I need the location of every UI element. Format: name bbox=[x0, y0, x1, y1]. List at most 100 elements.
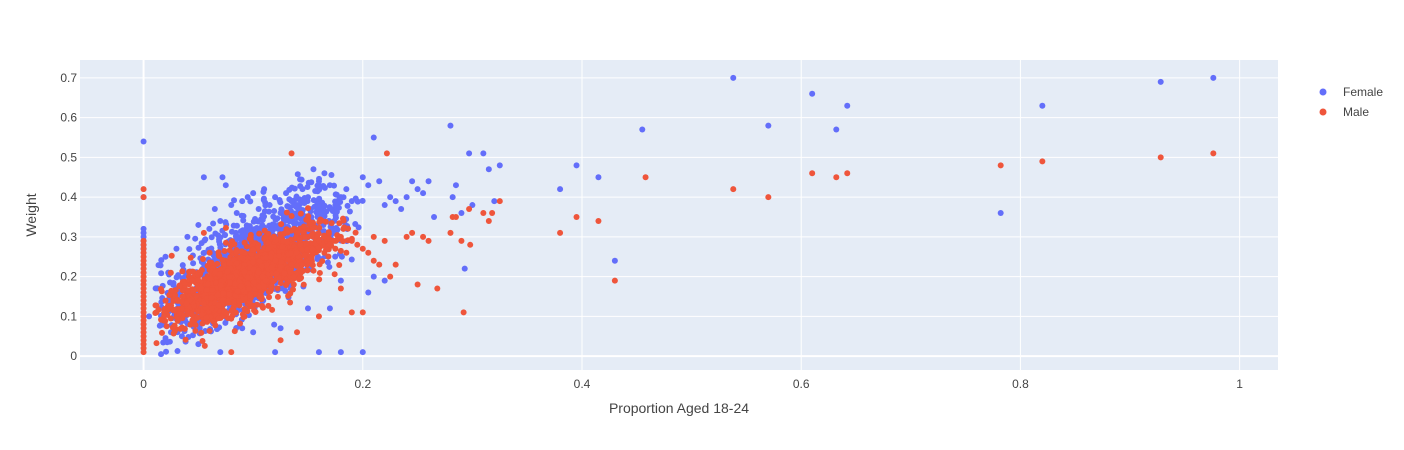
data-point-female bbox=[260, 197, 267, 204]
data-point-female bbox=[163, 348, 170, 355]
data-point-female bbox=[269, 221, 276, 228]
data-point-male bbox=[230, 308, 237, 315]
data-point-male bbox=[238, 248, 245, 255]
x-tick-label: 1 bbox=[1236, 377, 1243, 391]
data-point-male bbox=[301, 252, 308, 259]
data-point-male bbox=[208, 294, 215, 301]
data-point-female bbox=[381, 202, 388, 209]
data-point-female bbox=[466, 150, 473, 157]
data-point-male bbox=[200, 300, 207, 307]
data-point-female bbox=[332, 212, 339, 219]
data-point-female bbox=[409, 178, 416, 185]
data-point-male bbox=[277, 280, 284, 287]
y-tick-label: 0 bbox=[70, 349, 77, 363]
data-point-male bbox=[199, 320, 206, 327]
data-point-female bbox=[730, 74, 737, 81]
data-point-male bbox=[265, 302, 272, 309]
data-point-male bbox=[496, 198, 503, 205]
data-point-female bbox=[1210, 74, 1217, 81]
data-point-female bbox=[217, 349, 224, 356]
data-point-male bbox=[765, 194, 772, 201]
data-point-female bbox=[333, 227, 340, 234]
data-point-female bbox=[359, 174, 366, 181]
data-point-male bbox=[489, 210, 496, 217]
legend-marker-female bbox=[1319, 88, 1327, 96]
data-point-female bbox=[376, 178, 383, 185]
data-point-female bbox=[414, 186, 421, 193]
data-point-female bbox=[162, 253, 169, 260]
data-point-male bbox=[414, 281, 421, 288]
data-point-female bbox=[200, 174, 207, 181]
y-tick-label: 0.5 bbox=[60, 150, 77, 164]
data-point-male bbox=[263, 262, 270, 269]
data-point-male bbox=[266, 294, 273, 301]
data-point-female bbox=[355, 224, 362, 231]
data-point-female bbox=[573, 162, 580, 169]
data-point-male bbox=[611, 277, 618, 284]
data-point-male bbox=[170, 330, 177, 337]
y-tick-label: 0.7 bbox=[60, 71, 77, 85]
data-point-male bbox=[228, 349, 235, 356]
data-point-female bbox=[222, 232, 229, 239]
data-point-female bbox=[173, 274, 180, 281]
data-point-male bbox=[316, 269, 323, 276]
data-point-male bbox=[336, 261, 343, 268]
data-point-male bbox=[274, 285, 281, 292]
data-point-female bbox=[297, 215, 304, 222]
data-point-male bbox=[293, 249, 300, 256]
data-point-female bbox=[179, 262, 186, 269]
data-point-male bbox=[203, 314, 210, 321]
data-point-male bbox=[642, 174, 649, 181]
data-point-male bbox=[325, 229, 332, 236]
data-point-female bbox=[291, 219, 298, 226]
data-point-female bbox=[557, 186, 564, 193]
data-point-male bbox=[348, 237, 355, 244]
data-point-male bbox=[224, 268, 231, 275]
data-point-male bbox=[458, 237, 465, 244]
data-point-female bbox=[276, 196, 283, 203]
data-point-female bbox=[365, 182, 372, 189]
data-point-female bbox=[461, 265, 468, 272]
data-point-female bbox=[217, 217, 224, 224]
data-point-male bbox=[308, 254, 315, 261]
data-point-male bbox=[195, 276, 202, 283]
data-point-male bbox=[260, 283, 267, 290]
data-point-male bbox=[261, 234, 268, 241]
data-point-female bbox=[304, 194, 311, 201]
data-point-male bbox=[467, 241, 474, 248]
legend-item-male[interactable]: Male bbox=[1319, 105, 1370, 119]
data-point-male bbox=[200, 256, 207, 262]
data-point-male bbox=[296, 276, 303, 283]
data-point-male bbox=[354, 241, 361, 248]
data-point-female bbox=[230, 222, 237, 229]
data-point-male bbox=[359, 245, 366, 252]
data-point-male bbox=[206, 249, 213, 256]
legend-item-female[interactable]: Female bbox=[1319, 85, 1384, 99]
data-point-female bbox=[809, 90, 816, 97]
data-point-female bbox=[328, 172, 335, 179]
data-point-male bbox=[290, 274, 297, 281]
data-point-female bbox=[240, 217, 247, 224]
data-point-male bbox=[174, 296, 181, 303]
data-point-male bbox=[557, 229, 564, 236]
data-point-male bbox=[305, 205, 312, 212]
data-point-male bbox=[298, 246, 305, 253]
data-point-male bbox=[157, 285, 164, 292]
data-point-female bbox=[158, 351, 165, 358]
data-point-female bbox=[639, 126, 646, 133]
data-point-female bbox=[321, 170, 328, 177]
data-point-female bbox=[315, 349, 322, 356]
data-point-female bbox=[261, 186, 268, 193]
data-point-male bbox=[326, 236, 333, 243]
data-point-male bbox=[182, 336, 189, 343]
data-point-male bbox=[257, 292, 264, 299]
data-point-male bbox=[273, 270, 280, 277]
data-point-male bbox=[226, 260, 233, 267]
data-point-male bbox=[434, 285, 441, 292]
data-point-female bbox=[233, 210, 240, 217]
data-point-male bbox=[244, 280, 251, 287]
data-point-male bbox=[246, 285, 253, 292]
data-point-female bbox=[310, 166, 317, 173]
data-point-female bbox=[284, 203, 291, 210]
data-point-male bbox=[237, 254, 244, 261]
